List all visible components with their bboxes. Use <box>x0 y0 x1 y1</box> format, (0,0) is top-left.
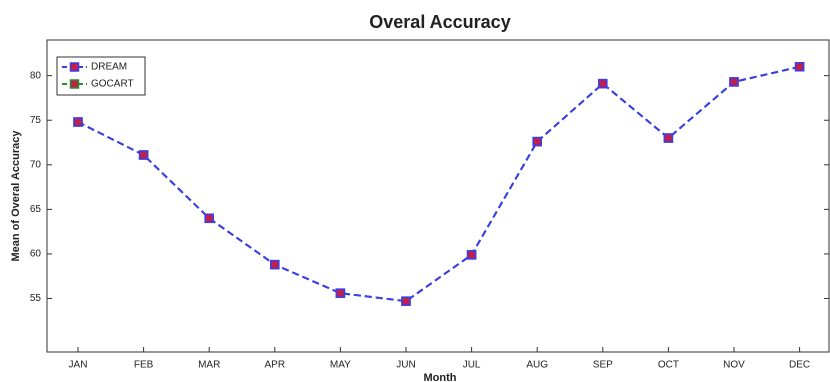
x-tick-label: SEP <box>593 360 613 371</box>
x-tick-label: MAR <box>198 360 220 371</box>
series-line <box>77 65 800 303</box>
x-tick-label: OCT <box>658 360 679 371</box>
legend-label: GOCART <box>91 79 134 90</box>
legend-label: DREAM <box>91 62 127 73</box>
point-marker <box>663 133 674 143</box>
point-marker <box>598 78 608 89</box>
x-tick-label: JAN <box>69 360 88 371</box>
y-axis-label: Mean of Overal Accuracy <box>10 130 22 262</box>
x-tick-label: APR <box>265 360 286 371</box>
legend-marker <box>69 62 80 72</box>
x-tick-label: JUN <box>396 360 415 371</box>
plot-frame <box>46 39 830 353</box>
x-tick-label: AUG <box>526 360 548 371</box>
point-marker <box>729 77 739 87</box>
point-marker <box>466 250 477 260</box>
y-tick-label: 80 <box>30 70 42 81</box>
y-tick-label: 55 <box>30 293 42 304</box>
y-tick-label: 70 <box>30 159 42 170</box>
y-tick-label: 65 <box>30 204 42 215</box>
chart-title: Overal Accuracy <box>369 12 510 32</box>
point-marker <box>401 296 411 306</box>
x-tick-label: NOV <box>723 360 745 371</box>
y-tick-label: 60 <box>30 249 42 260</box>
point-marker <box>204 213 214 224</box>
legend-marker <box>69 79 80 89</box>
point-marker <box>794 61 805 72</box>
x-axis-label: Month <box>424 372 457 382</box>
y-tick-label: 75 <box>30 115 42 126</box>
point-marker <box>73 117 83 127</box>
x-tick-label: DEC <box>789 360 810 371</box>
x-tick-label: FEB <box>134 360 154 371</box>
point-marker <box>138 150 149 160</box>
point-marker <box>335 288 346 298</box>
point-marker <box>532 136 542 147</box>
series-line <box>77 65 800 303</box>
x-tick-label: MAY <box>330 360 351 371</box>
x-tick-label: JUL <box>463 360 481 371</box>
point-marker <box>270 259 280 270</box>
